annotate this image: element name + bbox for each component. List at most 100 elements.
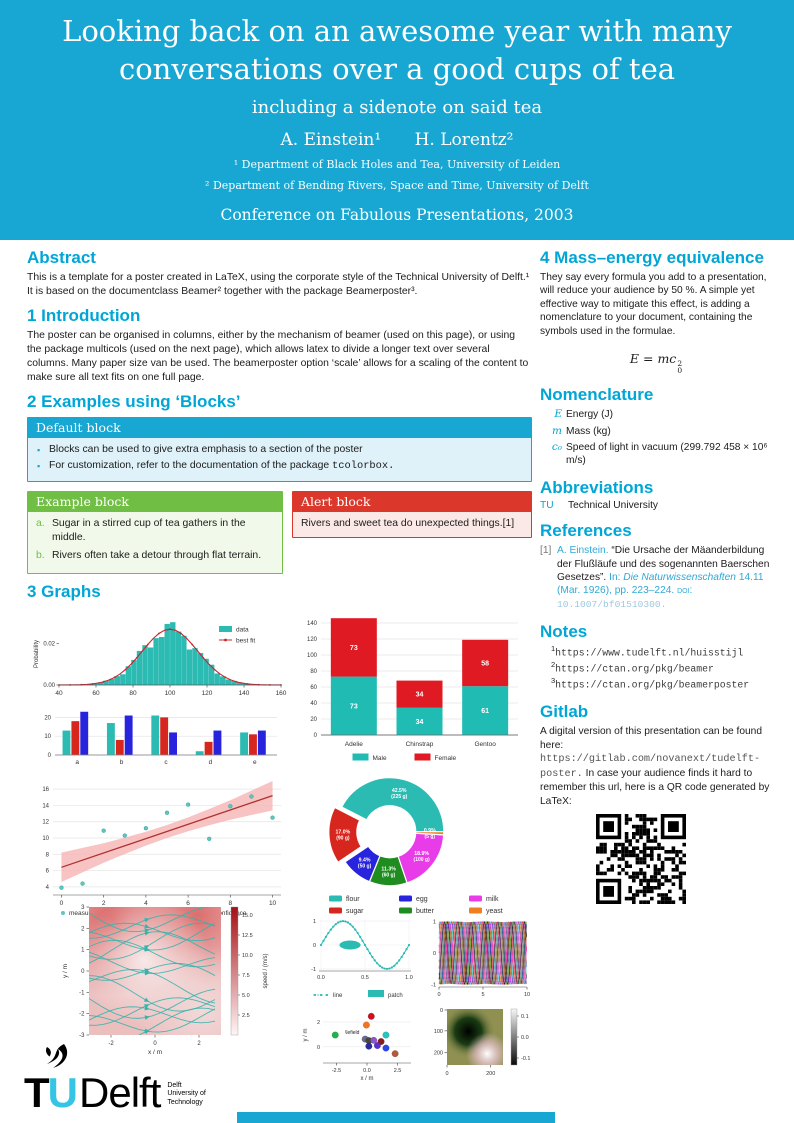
abbreviation-row: TU Technical University	[540, 500, 659, 512]
svg-text:0: 0	[437, 992, 440, 998]
svg-text:-1: -1	[431, 982, 436, 988]
svg-text:0.00: 0.00	[43, 683, 55, 689]
example-block-title: Example block	[28, 492, 282, 513]
svg-text:58: 58	[481, 660, 489, 667]
svg-text:flour: flour	[346, 896, 360, 903]
svg-text:60: 60	[310, 685, 317, 691]
svg-text:100: 100	[434, 1029, 443, 1035]
svg-text:x / m: x / m	[148, 1049, 162, 1056]
svg-text:0: 0	[445, 1071, 448, 1077]
affiliation-2: ² Department of Bending Rivers, Space an…	[205, 179, 589, 193]
poster-title: Looking back on an awesome year with man…	[62, 14, 732, 86]
abstract-heading: Abstract	[27, 248, 96, 267]
notes-heading: Notes	[540, 621, 588, 641]
chart-scatter-dots: 0 2 -2.5 0.0 2.5 \lefield x / m y / m	[299, 1003, 417, 1087]
svg-text:200: 200	[434, 1051, 443, 1057]
svg-text:0: 0	[440, 1008, 443, 1014]
graphs-grid: 40 60 80 100 120 140 160 0.00 0.02 Probability dat…	[27, 605, 532, 1089]
svg-text:-0.1: -0.1	[521, 1056, 530, 1062]
svg-text:0: 0	[60, 900, 64, 907]
svg-text:80: 80	[129, 690, 137, 697]
note-item: 3https://ctan.org/pkg/beamerposter	[551, 676, 750, 691]
svg-text:5: 5	[481, 992, 484, 998]
svg-text:2: 2	[81, 926, 85, 932]
svg-text:0: 0	[433, 951, 436, 957]
svg-text:15.0: 15.0	[242, 913, 253, 919]
svg-text:34: 34	[416, 719, 424, 726]
svg-text:(90 g): (90 g)	[336, 835, 350, 841]
left-column: Abstract This is a template for a poster…	[27, 248, 532, 1089]
svg-text:40: 40	[55, 690, 63, 697]
svg-text:line: line	[333, 993, 343, 999]
blocks-heading: 2 Examples using ‘Blocks’	[27, 392, 241, 412]
svg-text:b: b	[120, 759, 124, 766]
svg-text:measurement: measurement	[69, 910, 109, 917]
default-block-item: For customization, refer to the document…	[36, 459, 523, 473]
svg-text:5.0: 5.0	[242, 993, 250, 999]
svg-text:y / m: y / m	[303, 1028, 309, 1041]
svg-text:(225 g): (225 g)	[391, 794, 407, 800]
svg-text:0: 0	[153, 1041, 157, 1047]
authors: A. Einstein¹ H. Lorentz²	[0, 130, 794, 150]
svg-text:a: a	[75, 759, 79, 766]
introduction-text: The poster can be organised in columns, …	[27, 330, 529, 383]
affiliation-1: ¹ Department of Black Holes and Tea, Uni…	[233, 158, 561, 172]
svg-text:16: 16	[42, 787, 49, 793]
svg-text:140: 140	[307, 621, 318, 627]
svg-text:Gentoo: Gentoo	[475, 741, 497, 748]
svg-text:(60 g): (60 g)	[382, 873, 396, 879]
svg-text:6: 6	[46, 869, 50, 875]
svg-text:Probability: Probability	[34, 640, 40, 668]
nomenclature-row: c₀ Speed of light in vacuum (299.792 458 …	[551, 441, 768, 467]
svg-text:0: 0	[48, 753, 52, 759]
logo-subtext: Delft University of Technology	[167, 1082, 206, 1106]
svg-text:c: c	[164, 759, 168, 766]
svg-text:egg: egg	[416, 896, 428, 903]
abstract-text: This is a template for a poster created …	[27, 271, 530, 297]
svg-text:0.0: 0.0	[521, 1035, 529, 1041]
svg-text:40: 40	[310, 701, 317, 707]
chart-line-patch: 0.0 0.5 1.0 -1 0 1 line patch	[299, 913, 417, 1003]
svg-text:4: 4	[46, 885, 50, 891]
svg-text:0.1: 0.1	[521, 1014, 529, 1020]
svg-text:10: 10	[42, 836, 49, 842]
svg-text:-1: -1	[311, 967, 316, 973]
tcolorbox-code: tcolorbox.	[332, 460, 395, 473]
poster-subtitle: including a sidenote on said tea	[251, 97, 543, 119]
svg-text:(100 g): (100 g)	[414, 857, 430, 863]
svg-text:14: 14	[42, 803, 49, 809]
note-item: 1https://www.tudelft.nl/huisstijl	[551, 644, 744, 659]
chart-penguins-stacked: 0 20 40 60 80 100 120 140 73 73 Adelie 34 34 Chinstra…	[289, 607, 532, 765]
svg-text:10: 10	[524, 992, 530, 998]
svg-text:160: 160	[276, 690, 287, 697]
svg-text:8: 8	[229, 900, 233, 907]
svg-text:0.0: 0.0	[317, 975, 325, 981]
svg-text:Chinstrap: Chinstrap	[406, 741, 434, 748]
nomenclature-row: m Mass (kg)	[552, 424, 611, 437]
svg-text:10: 10	[44, 734, 51, 740]
graphs-heading: 3 Graphs	[27, 582, 101, 602]
svg-text:100: 100	[165, 690, 176, 697]
default-block-list: Blocks can be used to give extra emphasi…	[36, 443, 523, 473]
gitlab-url: https://gitlab.com/novanext/tudelft-post…	[540, 754, 761, 780]
svg-text:61: 61	[481, 708, 489, 715]
svg-text:42.5%: 42.5%	[392, 788, 407, 794]
svg-text:-2: -2	[79, 1012, 85, 1018]
chart-image-heatmap: 0 200 0 100 200 0.1 0.0 -0.1	[421, 1003, 533, 1087]
svg-text:(5 g): (5 g)	[425, 834, 436, 840]
svg-text:73: 73	[350, 645, 358, 652]
example-block-list: a. Sugar in a stirred cup of tea gathers …	[36, 517, 274, 563]
svg-text:7.5: 7.5	[242, 973, 250, 979]
svg-text:1: 1	[433, 920, 436, 926]
svg-text:9.4%: 9.4%	[359, 858, 371, 864]
mass-energy-text: They say every formula you add to a pres…	[540, 271, 767, 337]
conference-name: Conference on Fabulous Presentations, 20…	[220, 206, 574, 225]
svg-text:0.0: 0.0	[363, 1068, 371, 1074]
svg-text:140: 140	[239, 690, 250, 697]
svg-text:60: 60	[92, 690, 100, 697]
svg-text:data: data	[236, 626, 249, 633]
nomenclature-heading: Nomenclature	[540, 385, 654, 405]
nomenclature-row: E Energy (J)	[554, 407, 613, 420]
svg-text:1: 1	[81, 948, 85, 954]
